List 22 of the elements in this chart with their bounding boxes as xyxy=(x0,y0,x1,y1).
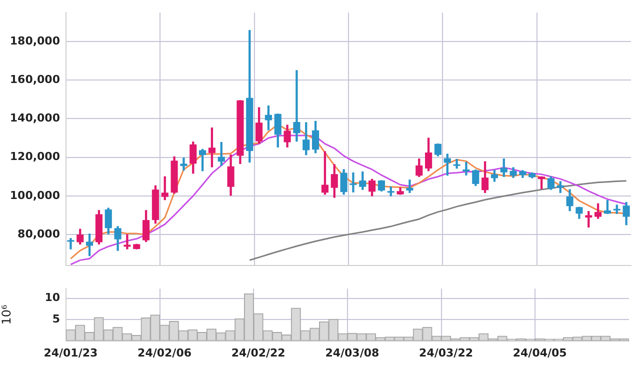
y-tick-label: 180,000 xyxy=(10,34,60,48)
y-tick-label: 160,000 xyxy=(10,73,60,86)
candlestick xyxy=(67,238,74,250)
candlestick xyxy=(453,158,460,169)
y-tick-label: 80,000 xyxy=(18,227,60,240)
candlestick xyxy=(350,172,357,192)
x-tick-label: 24/03/08 xyxy=(325,346,380,360)
y-tick-label: 5 xyxy=(52,312,60,326)
candlestick xyxy=(462,162,470,176)
y-tick-label: 10 xyxy=(44,291,60,304)
y-tick-label: 140,000 xyxy=(10,112,60,125)
candlestick xyxy=(180,158,188,171)
x-tick-label: 24/02/22 xyxy=(231,346,286,360)
x-tick-label: 24/02/06 xyxy=(138,346,192,360)
x-tick-label: 24/01/23 xyxy=(44,346,98,360)
y-axis-title: 10⁶ xyxy=(0,304,14,325)
y-tick-label: 120,000 xyxy=(10,150,60,164)
x-tick-label: 24/04/05 xyxy=(512,346,567,360)
candlestick xyxy=(406,180,414,193)
candlestick xyxy=(293,70,300,142)
y-tick-label: 100,000 xyxy=(10,188,60,202)
x-tick-label: 24/03/22 xyxy=(419,346,474,360)
